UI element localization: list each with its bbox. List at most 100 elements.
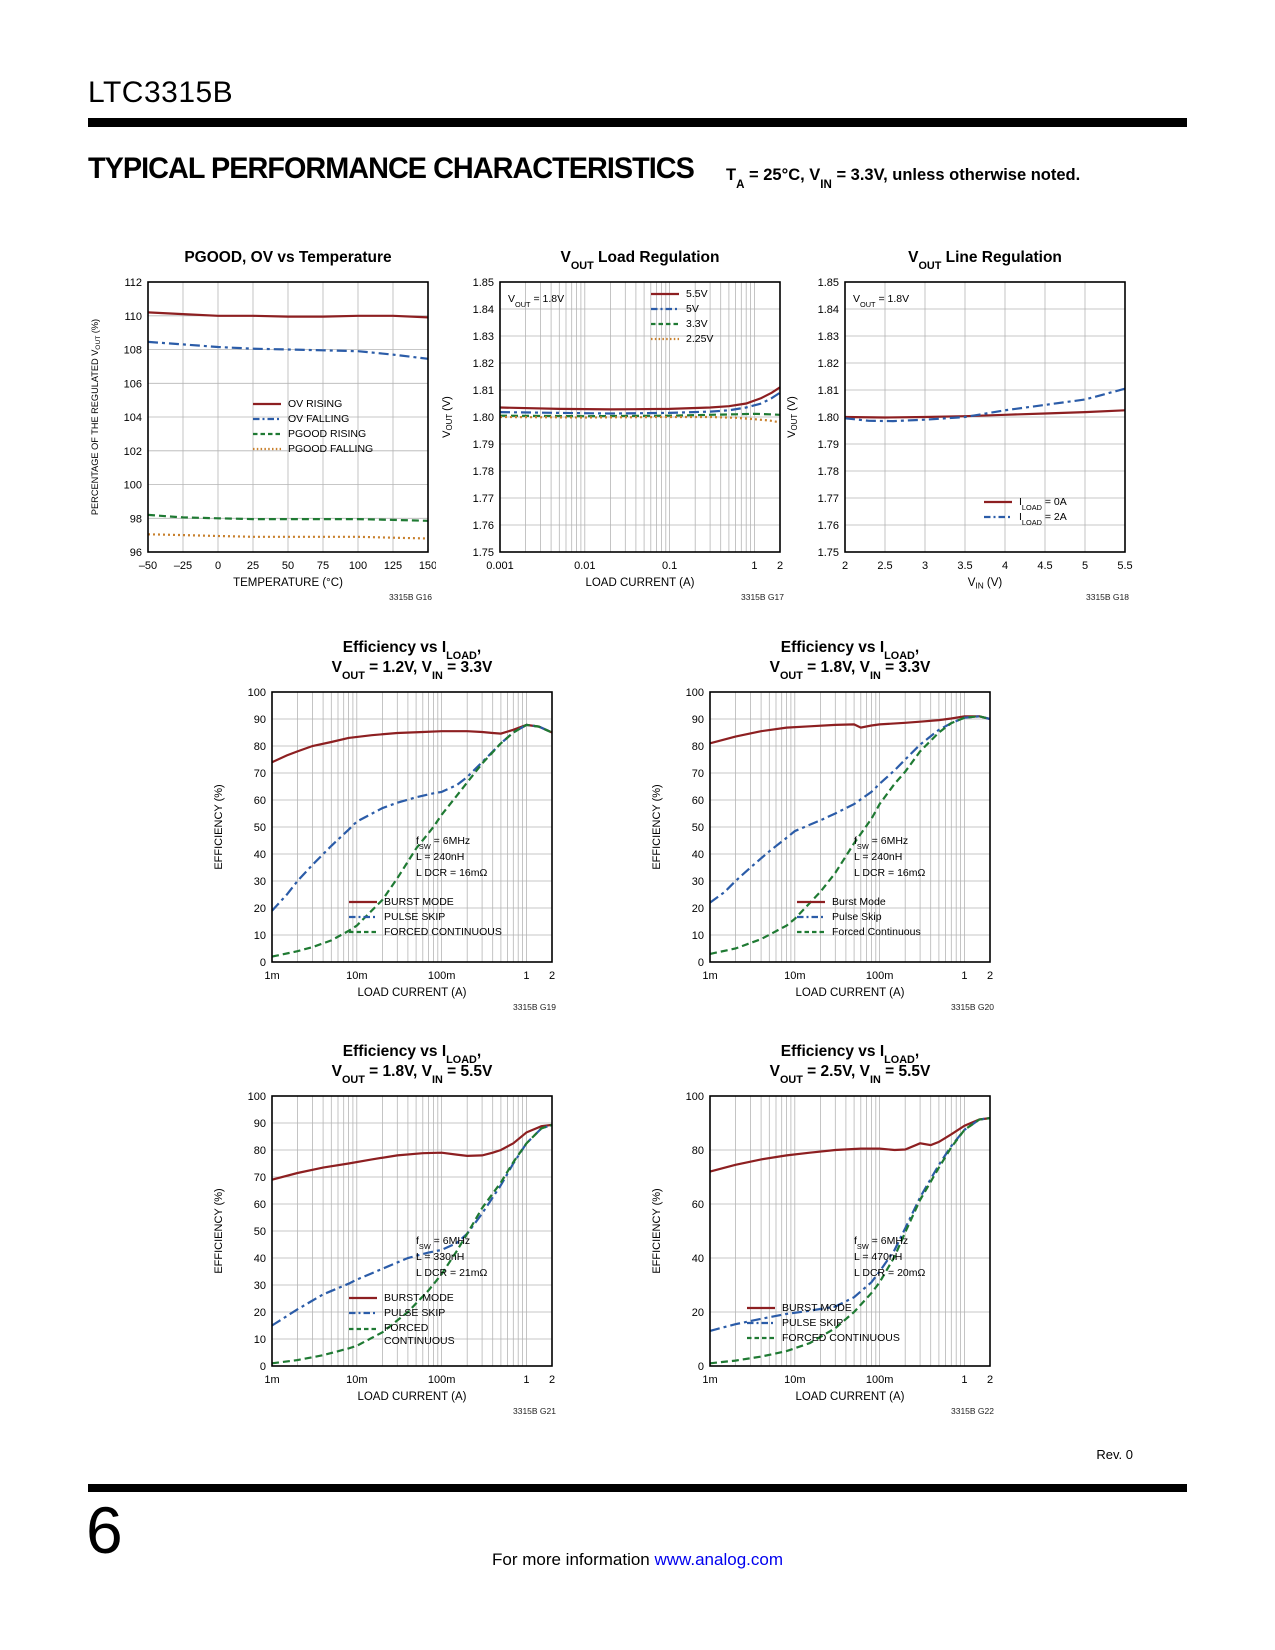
- svg-text:1.80: 1.80: [818, 412, 839, 424]
- series-5v: [499, 391, 781, 415]
- chart-legend: Burst Mode Pulse Skip Forced Continuous: [796, 896, 921, 938]
- svg-text:100: 100: [248, 1091, 266, 1103]
- svg-text:30: 30: [254, 1280, 266, 1292]
- legend-label: 2.25V: [686, 333, 714, 345]
- legend-line-sample: [349, 1296, 377, 1300]
- svg-text:1: 1: [523, 1374, 529, 1386]
- legend-line-sample: [984, 515, 1012, 519]
- legend-item: 2.25V: [650, 333, 713, 345]
- svg-text:1.84: 1.84: [818, 304, 839, 316]
- svg-text:0.1: 0.1: [662, 560, 677, 572]
- svg-text:80: 80: [254, 741, 266, 753]
- chart-vout-load-regulation: VOUT Load Regulation 0.001 0.01 0.1 1 2 1.75 1.…: [436, 248, 788, 604]
- series-pulse-skip: [271, 724, 553, 912]
- svg-text:50: 50: [254, 822, 266, 834]
- series-burst-mode: [271, 724, 553, 764]
- series-pulse-skip: [271, 1124, 553, 1327]
- footer-rule: [88, 1484, 1187, 1492]
- svg-text:70: 70: [254, 1172, 266, 1184]
- svg-text:1.78: 1.78: [818, 466, 839, 478]
- legend-line-sample: [253, 447, 281, 451]
- svg-text:0: 0: [215, 560, 221, 572]
- legend-item: FORCED CONTINUOUS: [348, 1322, 472, 1348]
- svg-text:2: 2: [549, 970, 555, 982]
- chart-legend: BURST MODE PULSE SKIP FORCED CONTINUOUS: [746, 1302, 900, 1344]
- svg-text:2: 2: [842, 560, 848, 572]
- svg-text:1.81: 1.81: [473, 385, 494, 397]
- svg-text:1m: 1m: [264, 970, 279, 982]
- svg-text:LOAD CURRENT (A): LOAD CURRENT (A): [357, 1391, 466, 1403]
- svg-text:1.79: 1.79: [818, 439, 839, 451]
- header-rule: [88, 118, 1187, 127]
- svg-text:3315B G22: 3315B G22: [951, 1406, 994, 1416]
- svg-text:100m: 100m: [428, 970, 456, 982]
- legend-item: Pulse Skip: [796, 911, 921, 923]
- legend-label: BURST MODE: [384, 1292, 454, 1304]
- legend-item: ILOAD = 2A: [983, 511, 1067, 528]
- legend-item: PULSE SKIP: [348, 911, 502, 923]
- svg-text:2: 2: [987, 1374, 993, 1386]
- svg-text:10m: 10m: [784, 1374, 805, 1386]
- svg-text:50: 50: [282, 560, 294, 572]
- svg-text:1.76: 1.76: [473, 520, 494, 532]
- legend-line-sample: [349, 900, 377, 904]
- svg-text:3: 3: [922, 560, 928, 572]
- svg-text:100: 100: [686, 1091, 704, 1103]
- legend-label: PULSE SKIP: [782, 1317, 844, 1329]
- svg-text:25: 25: [247, 560, 259, 572]
- svg-text:1: 1: [961, 1374, 967, 1386]
- chart-title: VOUT Load Regulation: [560, 249, 720, 273]
- legend-item: 5.5V: [650, 288, 713, 300]
- svg-text:10m: 10m: [784, 970, 805, 982]
- svg-text:60: 60: [254, 795, 266, 807]
- svg-text:3315B G17: 3315B G17: [741, 592, 784, 602]
- svg-text:EFFICIENCY (%): EFFICIENCY (%): [651, 1189, 663, 1274]
- svg-text:70: 70: [692, 768, 704, 780]
- series-5-5v: [499, 386, 781, 411]
- legend-line-sample: [747, 1336, 775, 1340]
- legend-label: PGOOD FALLING: [288, 443, 374, 455]
- legend-label: FORCED CONTINUOUS: [384, 1322, 455, 1348]
- legend-label: 3.3V: [686, 318, 708, 330]
- legend-item: PULSE SKIP: [746, 1317, 900, 1329]
- chart-legend: BURST MODE PULSE SKIP FORCED CONTINUOUS: [348, 1292, 472, 1348]
- svg-text:1.85: 1.85: [818, 277, 839, 289]
- svg-text:1.76: 1.76: [818, 520, 839, 532]
- svg-text:100: 100: [124, 480, 142, 492]
- chart-annotation: VOUT = 1.8V: [853, 293, 910, 310]
- legend-label: ILOAD = 2A: [1019, 511, 1067, 528]
- legend-item: 3.3V: [650, 318, 713, 330]
- legend-label: Forced Continuous: [832, 926, 921, 938]
- svg-text:2: 2: [777, 560, 783, 572]
- svg-text:90: 90: [692, 714, 704, 726]
- legend-item: BURST MODE: [746, 1302, 900, 1314]
- svg-text:LOAD CURRENT (A): LOAD CURRENT (A): [795, 987, 904, 999]
- legend-line-sample: [747, 1306, 775, 1310]
- series-burst-mode: [709, 1117, 991, 1173]
- svg-text:4.5: 4.5: [1037, 560, 1052, 572]
- svg-text:1: 1: [523, 970, 529, 982]
- chart-canvas: –50 –25 0 25 50 75 100 125 150 96 98 100 102 104 106 10…: [90, 277, 436, 602]
- svg-text:20: 20: [692, 1307, 704, 1319]
- svg-text:1.75: 1.75: [473, 547, 494, 559]
- svg-text:40: 40: [692, 1253, 704, 1265]
- analog-link[interactable]: www.analog.com: [654, 1550, 783, 1569]
- legend-label: FORCED CONTINUOUS: [782, 1332, 900, 1344]
- legend-line-sample: [797, 900, 825, 904]
- svg-text:30: 30: [692, 876, 704, 888]
- svg-text:1.85: 1.85: [473, 277, 494, 289]
- legend-label: PGOOD RISING: [288, 428, 367, 440]
- legend-line-sample: [253, 402, 281, 406]
- svg-text:3315B G19: 3315B G19: [513, 1002, 556, 1012]
- svg-text:1.83: 1.83: [473, 331, 494, 343]
- legend-item: ILOAD = 0A: [983, 496, 1067, 511]
- legend-item: PGOOD RISING: [252, 428, 373, 440]
- svg-text:10m: 10m: [346, 970, 367, 982]
- svg-text:30: 30: [254, 876, 266, 888]
- legend-label: OV RISING: [288, 398, 343, 410]
- svg-text:75: 75: [317, 560, 329, 572]
- svg-text:1m: 1m: [264, 1374, 279, 1386]
